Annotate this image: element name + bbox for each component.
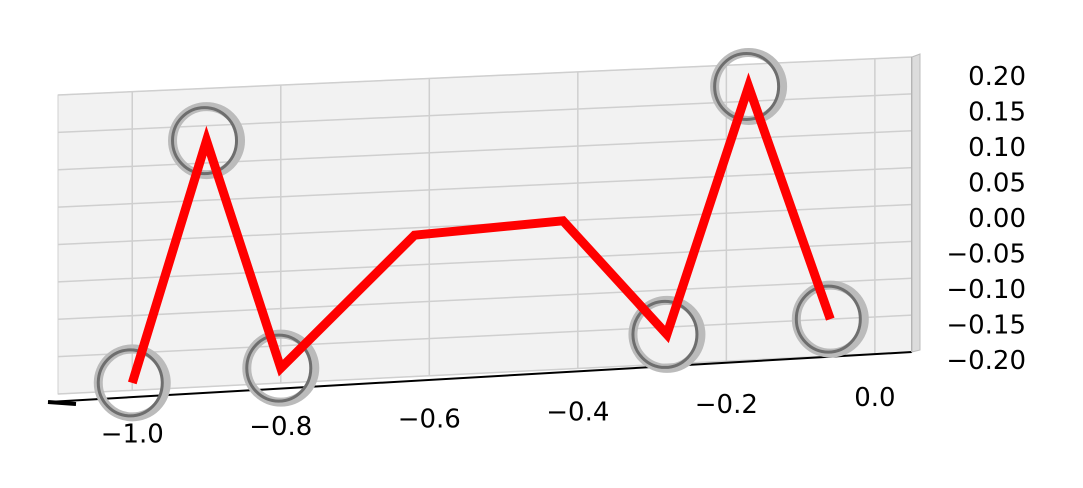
line-series [127, 72, 835, 385]
z-tick-label: 0.05 [968, 169, 1026, 199]
x-tick-labels: −1.0 −0.8 −0.6 −0.4 −0.2 0.0 [101, 383, 896, 450]
series-line [127, 72, 835, 385]
z-gridline [57, 166, 913, 208]
z-gridline [57, 314, 913, 358]
x-tick-label: −0.4 [546, 397, 609, 427]
z-tick-label: 0.15 [968, 98, 1026, 128]
z-tick-label: −0.05 [946, 240, 1026, 270]
circle-marker-outline [631, 299, 699, 369]
z-tick-label: −0.10 [946, 275, 1026, 305]
x-tick-label: −0.6 [398, 405, 461, 435]
z-tick-label: 0.20 [968, 62, 1026, 92]
x-axis-corner [47, 400, 77, 406]
circle-marker-outline [713, 51, 781, 121]
x-tick-label: −0.8 [249, 412, 312, 442]
z-gridline [57, 93, 913, 134]
axes [47, 53, 921, 406]
x-tick-label: −0.2 [695, 390, 758, 420]
marker-series [93, 47, 869, 422]
x-tick-label: −1.0 [101, 419, 164, 449]
circle-marker-outline [245, 333, 313, 403]
x-axis-line [47, 351, 913, 403]
circle-marker-outline [96, 348, 164, 418]
z-tick-label: −0.15 [946, 311, 1026, 341]
x-tick-label: 0.0 [854, 383, 895, 413]
side-pane [911, 53, 921, 353]
z-gridline [57, 351, 913, 395]
circle-marker-outline [794, 284, 862, 354]
z-tick-label: 0.10 [968, 133, 1026, 163]
circle-marker-outline [171, 106, 239, 176]
z-gridline [57, 277, 913, 320]
z-gridline [57, 240, 913, 283]
z-tick-labels: 0.20 0.15 0.10 0.05 0.00 −0.05 −0.10 −0.15 −0.20 [946, 62, 1026, 376]
z-tick-label: −0.20 [946, 346, 1026, 376]
z-tick-label: 0.00 [968, 204, 1026, 234]
